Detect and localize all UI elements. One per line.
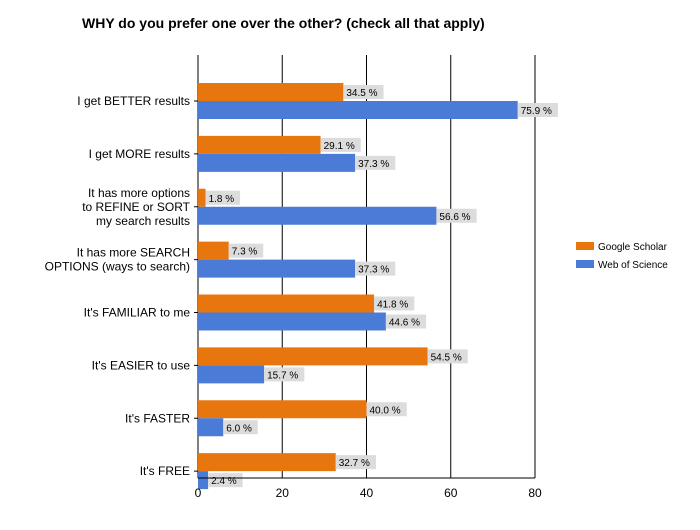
category-label: I get MORE results bbox=[89, 147, 190, 161]
data-label: 2.4 % bbox=[211, 476, 237, 487]
bar-google-scholar bbox=[198, 400, 367, 419]
data-label-bg bbox=[205, 190, 241, 205]
bar-web-of-science bbox=[198, 418, 224, 437]
legend-label: Web of Science bbox=[598, 260, 668, 271]
data-label: 40.0 % bbox=[370, 405, 401, 416]
chart-title: WHY do you prefer one over the other? (c… bbox=[82, 15, 485, 31]
x-tick-label: 80 bbox=[528, 486, 542, 500]
bar-google-scholar bbox=[198, 135, 321, 154]
data-label-bg bbox=[436, 208, 477, 223]
data-label-bg bbox=[264, 367, 305, 382]
category-label: I get BETTER results bbox=[77, 94, 190, 108]
x-tick-label: 20 bbox=[276, 486, 290, 500]
data-label-bg bbox=[366, 402, 407, 417]
data-label: 6.0 % bbox=[226, 423, 252, 434]
data-label-bg bbox=[223, 420, 258, 435]
category-label: It's FASTER bbox=[125, 411, 190, 425]
data-label-bg bbox=[320, 137, 361, 152]
data-label: 75.9 % bbox=[521, 106, 552, 117]
bar-google-scholar bbox=[198, 294, 375, 313]
bar-web-of-science bbox=[198, 471, 209, 490]
data-label-bg bbox=[385, 314, 427, 329]
data-label: 54.5 % bbox=[431, 352, 462, 363]
bar-google-scholar bbox=[198, 453, 336, 472]
category-label: It's FREE bbox=[140, 464, 190, 478]
data-label-bg bbox=[374, 296, 415, 311]
bar-web-of-science bbox=[198, 365, 265, 384]
axis-layer: 0 20 40 60 80 bbox=[194, 100, 542, 500]
data-label: 37.3 % bbox=[358, 159, 389, 170]
bar-web-of-science bbox=[198, 153, 356, 172]
bar-google-scholar bbox=[198, 241, 229, 260]
category-label: It's FAMILIAR to me bbox=[84, 306, 191, 320]
bar-web-of-science bbox=[198, 101, 518, 119]
x-tick-label: 60 bbox=[444, 486, 458, 500]
category-label: It has more SEARCH OPTIONS (ways to searc… bbox=[45, 246, 190, 274]
data-label: 15.7 % bbox=[267, 370, 298, 381]
data-label-bg bbox=[355, 261, 396, 276]
data-label: 56.6 % bbox=[439, 212, 470, 223]
bar-web-of-science bbox=[198, 259, 356, 278]
category-label: It has more options to REFINE or SORT my s… bbox=[82, 186, 190, 228]
data-label-bg bbox=[427, 349, 468, 364]
bar-web-of-science bbox=[198, 312, 386, 331]
x-tick-label: 0 bbox=[195, 486, 202, 500]
data-label-bg bbox=[517, 103, 558, 117]
data-label: 29.1 % bbox=[324, 141, 355, 152]
data-label: 34.5 % bbox=[346, 88, 377, 99]
bar-google-scholar bbox=[198, 347, 428, 366]
data-label-bg bbox=[228, 243, 264, 258]
data-label: 1.8 % bbox=[209, 194, 235, 205]
legend: Google Scholar Web of Science bbox=[576, 242, 668, 271]
data-label-bg bbox=[343, 85, 384, 99]
bar-google-scholar bbox=[198, 188, 206, 207]
data-label-bg bbox=[208, 473, 243, 488]
data-label: 41.8 % bbox=[377, 300, 408, 311]
category-labels-layer: I get BETTER results I get MORE results It… bbox=[45, 94, 191, 478]
bar-google-scholar bbox=[198, 83, 344, 101]
data-label: 44.6 % bbox=[389, 318, 420, 329]
data-labels-layer: 34.5 %75.9 %29.1 %37.3 %1.8 %56.6 %7.3 %… bbox=[205, 85, 558, 488]
data-label-bg bbox=[355, 155, 396, 170]
data-label: 37.3 % bbox=[358, 265, 389, 276]
legend-swatch bbox=[576, 242, 594, 250]
category-label: It's EASIER to use bbox=[92, 358, 191, 372]
bars-layer bbox=[198, 83, 518, 490]
data-label-bg bbox=[335, 455, 376, 470]
data-label: 32.7 % bbox=[339, 458, 370, 469]
legend-swatch bbox=[576, 260, 594, 268]
x-tick-label: 40 bbox=[360, 486, 374, 500]
legend-label: Google Scholar bbox=[598, 242, 668, 253]
data-label: 7.3 % bbox=[232, 247, 258, 258]
bar-web-of-science bbox=[198, 206, 437, 225]
